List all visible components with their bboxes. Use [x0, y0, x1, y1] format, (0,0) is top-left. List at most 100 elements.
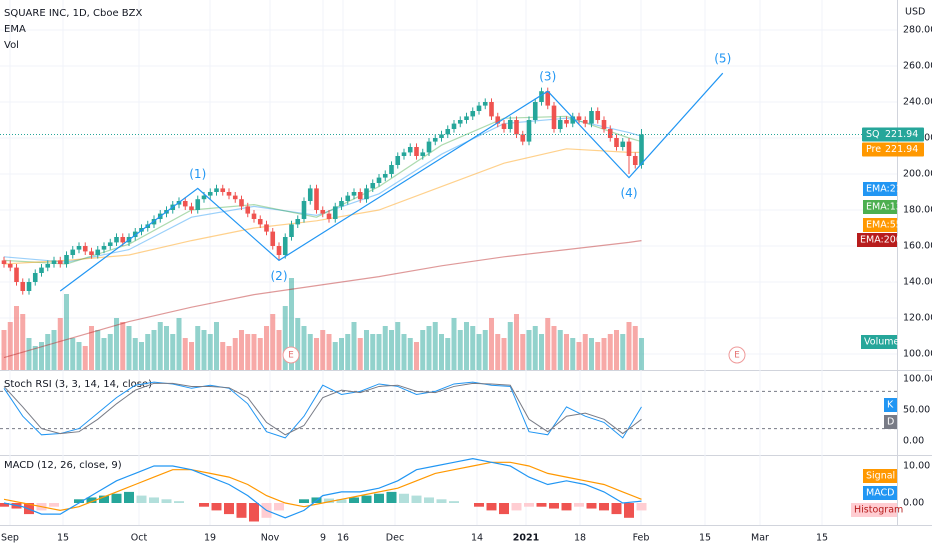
stoch-tick-label: 50.00: [903, 405, 930, 416]
volume-bar: [182, 338, 188, 370]
volume-bar: [95, 330, 101, 370]
volume-bar: [45, 334, 51, 370]
stoch-badge-text: D: [887, 417, 894, 428]
macd-histogram-bar: [211, 503, 222, 511]
ema-badge-text: EMA:13: [866, 202, 902, 213]
candle-body: [307, 188, 313, 201]
x-tick-label: 2021: [513, 533, 539, 544]
macd-histogram-bar: [99, 495, 109, 503]
candle-body: [245, 206, 251, 214]
volume-bar: [82, 346, 88, 370]
ema-line: [3, 240, 642, 359]
volume-bar: [464, 322, 469, 370]
macd-tick-label: 10.00: [903, 461, 930, 472]
y-tick-label: 140.00: [903, 277, 932, 288]
candle-body: [226, 192, 232, 196]
candle-body: [539, 91, 544, 102]
candle-body: [95, 249, 101, 255]
candle-body: [489, 102, 494, 117]
candle-body: [345, 195, 351, 201]
candle-body: [326, 213, 332, 219]
candle-body: [439, 134, 444, 138]
wave-label: (1): [189, 167, 206, 181]
volume-bar: [389, 330, 394, 370]
candle-body: [551, 105, 557, 129]
macd-histogram-bar: [224, 503, 234, 515]
x-tick-label: Mar: [751, 533, 769, 544]
candle-body: [195, 199, 201, 210]
macd-histogram-bar: [74, 499, 84, 503]
candle-body: [601, 120, 607, 129]
volume-bar: [632, 326, 638, 370]
last-price-badge-text: 221.94: [885, 129, 918, 140]
candle-body: [389, 165, 394, 174]
volume-bar: [507, 322, 513, 370]
volume-bar: [14, 306, 19, 370]
macd-histogram-bar: [474, 503, 484, 507]
macd-badge-text: Signal: [866, 471, 895, 482]
wave-label: (2): [271, 269, 288, 283]
wave-line: [59, 72, 724, 292]
volume-bar: [564, 334, 569, 370]
macd-badge: [863, 469, 897, 483]
volume-bar: [257, 338, 263, 370]
candle-body: [14, 267, 19, 282]
volume-bar: [289, 278, 294, 370]
volume-bar: [576, 342, 582, 370]
macd-histogram-bar: [586, 503, 597, 509]
candle-body: [189, 206, 194, 210]
macd-badge: [863, 486, 897, 500]
volume-bar: [64, 294, 69, 370]
stoch-badge: [884, 415, 897, 429]
volume-bar: [314, 338, 319, 370]
volume-bar: [32, 346, 38, 370]
y-tick-label: 160.00: [903, 241, 932, 252]
candle-body: [57, 260, 63, 264]
candle-body: [532, 102, 538, 120]
candle-body: [20, 282, 26, 291]
candle-body: [114, 237, 119, 243]
candle-body: [420, 152, 426, 156]
x-tick-label: Sep: [1, 533, 19, 544]
candle-body: [214, 188, 219, 192]
volume-bar: [207, 334, 213, 370]
y-tick-label: 260.00: [903, 61, 932, 72]
candle-body: [270, 231, 276, 246]
volume-bar: [89, 326, 94, 370]
volume-bar: [370, 334, 376, 370]
volume-bar: [176, 318, 182, 370]
volume-bar: [357, 338, 363, 370]
volume-bar: [601, 338, 607, 370]
candle-body: [64, 255, 69, 264]
volume-bar: [532, 326, 538, 370]
x-tick-label: Nov: [261, 533, 280, 544]
macd-histogram-bar: [124, 491, 134, 503]
candle-body: [376, 177, 382, 183]
volume-bar: [457, 330, 463, 370]
candle-body: [451, 123, 457, 129]
macd-histogram-bar: [386, 491, 397, 503]
stoch-line: [3, 382, 642, 436]
candle-body: [414, 147, 419, 156]
macd-histogram-bar: [536, 503, 547, 507]
volume-bar: [432, 322, 438, 370]
candle-body: [564, 120, 569, 124]
volume-bar: [545, 318, 551, 370]
pre-price-badge-text: 221.94: [885, 144, 918, 155]
volume-bar: [520, 334, 526, 370]
x-tick-label: Dec: [386, 533, 404, 544]
candle-body: [401, 152, 407, 156]
volume-bar: [270, 314, 276, 370]
y-tick-label: 100.00: [903, 349, 932, 360]
macd-badge-text: MACD: [866, 488, 894, 499]
candle-body: [295, 219, 301, 225]
volume-bar: [339, 338, 344, 370]
candle-body: [495, 116, 501, 124]
candle-body: [620, 141, 626, 147]
volume-bar: [451, 318, 457, 370]
candle-body: [1, 260, 7, 264]
volume-bar: [489, 318, 494, 370]
wave-label: (5): [714, 52, 731, 66]
volume-bar: [495, 334, 501, 370]
